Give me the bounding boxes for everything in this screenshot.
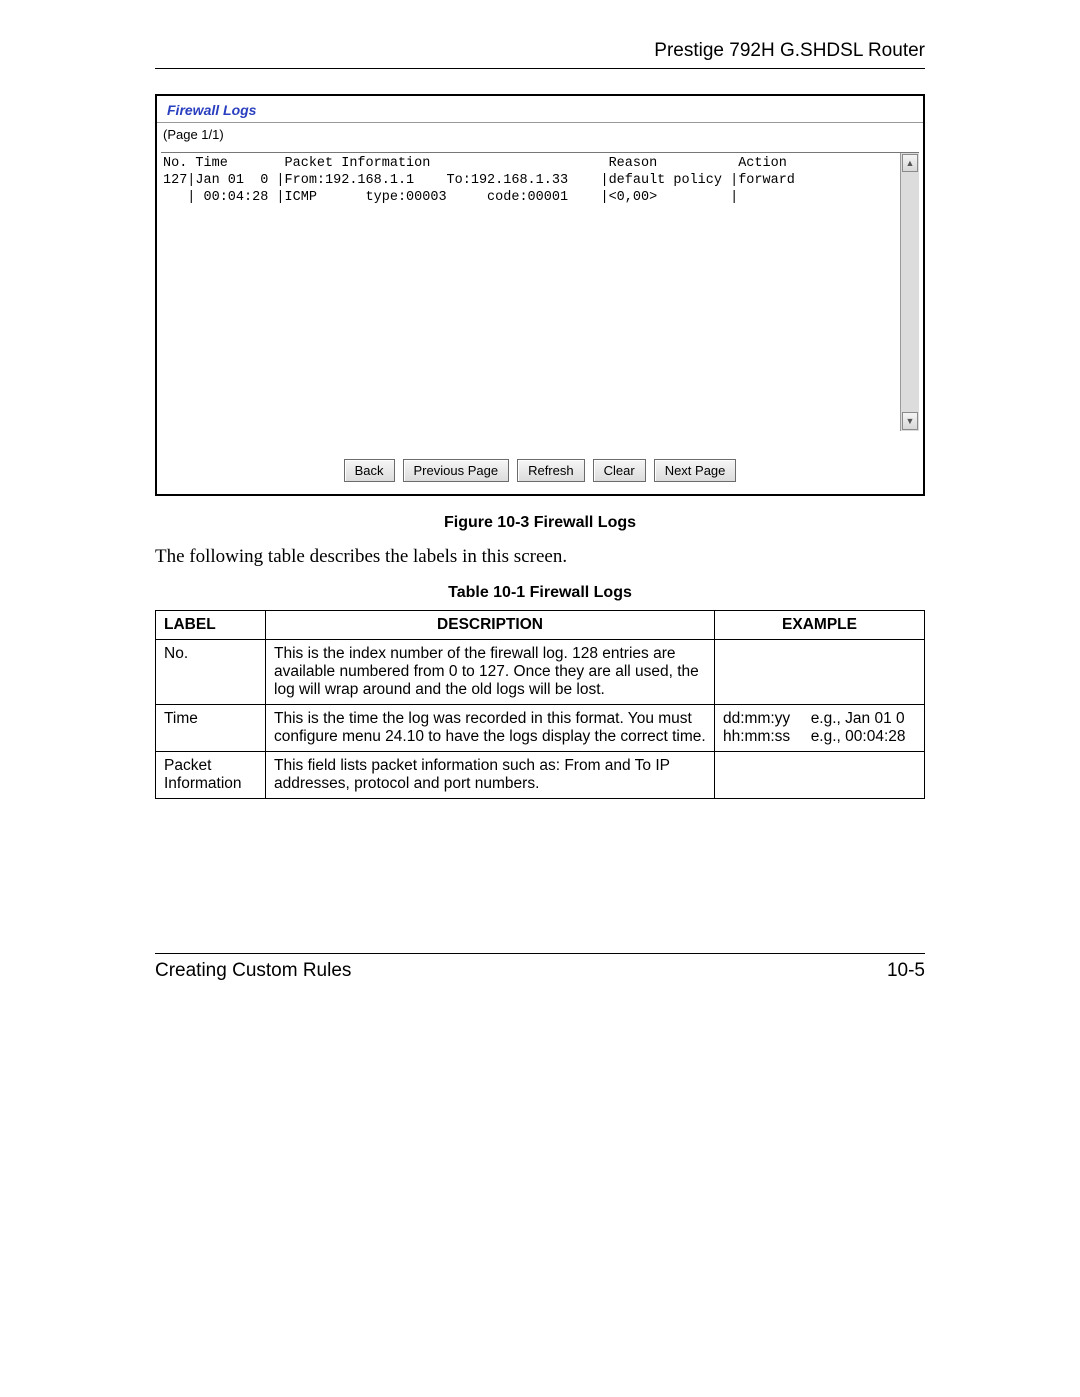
refresh-button[interactable]: Refresh bbox=[517, 459, 585, 482]
cell-description: This is the time the log was recorded in… bbox=[266, 705, 715, 752]
ex-format-2: hh:mm:ss bbox=[723, 728, 801, 746]
table-header-row: LABEL DESCRIPTION EXAMPLE bbox=[156, 611, 925, 640]
table-caption: Table 10-1 Firewall Logs bbox=[155, 584, 925, 602]
scroll-down-icon[interactable]: ▼ bbox=[902, 412, 918, 430]
log-line-2: 127|Jan 01 0 |From:192.168.1.1 To:192.16… bbox=[163, 173, 795, 188]
cell-example bbox=[715, 752, 925, 799]
next-page-button[interactable]: Next Page bbox=[654, 459, 737, 482]
log-line-3: | 00:04:28 |ICMP type:00003 code:00001 |… bbox=[163, 190, 738, 205]
document-title: Prestige 792H G.SHDSL Router bbox=[155, 40, 925, 68]
description-table: LABEL DESCRIPTION EXAMPLE No. This is th… bbox=[155, 610, 925, 799]
firewall-logs-screenshot: Firewall Logs (Page 1/1) No. Time Packet… bbox=[155, 94, 925, 496]
footer: Creating Custom Rules 10-5 bbox=[155, 953, 925, 982]
log-text: No. Time Packet Information Reason Actio… bbox=[161, 153, 901, 431]
th-description: DESCRIPTION bbox=[266, 611, 715, 640]
header-rule bbox=[155, 68, 925, 69]
button-row: Back Previous Page Refresh Clear Next Pa… bbox=[157, 459, 923, 482]
cell-label: No. bbox=[156, 640, 266, 705]
scroll-up-icon[interactable]: ▲ bbox=[902, 154, 918, 172]
ex-format-1: dd:mm:yy bbox=[723, 710, 801, 728]
figure-caption: Figure 10-3 Firewall Logs bbox=[155, 514, 925, 532]
table-row: Time This is the time the log was record… bbox=[156, 705, 925, 752]
ex-value-2: e.g., 00:04:28 bbox=[811, 728, 916, 746]
th-label: LABEL bbox=[156, 611, 266, 640]
table-row: Packet Information This field lists pack… bbox=[156, 752, 925, 799]
page-indicator: (Page 1/1) bbox=[157, 123, 923, 144]
cell-example: dd:mm:yy e.g., Jan 01 0 hh:mm:ss e.g., 0… bbox=[715, 705, 925, 752]
cell-example bbox=[715, 640, 925, 705]
cell-description: This field lists packet information such… bbox=[266, 752, 715, 799]
cell-label: Time bbox=[156, 705, 266, 752]
intro-text: The following table describes the labels… bbox=[155, 546, 925, 568]
log-area: No. Time Packet Information Reason Actio… bbox=[161, 152, 919, 431]
ex-value-1: e.g., Jan 01 0 bbox=[811, 710, 916, 728]
th-example: EXAMPLE bbox=[715, 611, 925, 640]
back-button[interactable]: Back bbox=[344, 459, 395, 482]
footer-left: Creating Custom Rules bbox=[155, 960, 351, 982]
previous-page-button[interactable]: Previous Page bbox=[403, 459, 510, 482]
footer-right: 10-5 bbox=[887, 960, 925, 982]
log-line-1: No. Time Packet Information Reason Actio… bbox=[163, 156, 787, 171]
panel-title: Firewall Logs bbox=[157, 96, 923, 120]
cell-label: Packet Information bbox=[156, 752, 266, 799]
scrollbar[interactable]: ▲ ▼ bbox=[900, 153, 919, 431]
cell-description: This is the index number of the firewall… bbox=[266, 640, 715, 705]
table-row: No. This is the index number of the fire… bbox=[156, 640, 925, 705]
clear-button[interactable]: Clear bbox=[593, 459, 646, 482]
